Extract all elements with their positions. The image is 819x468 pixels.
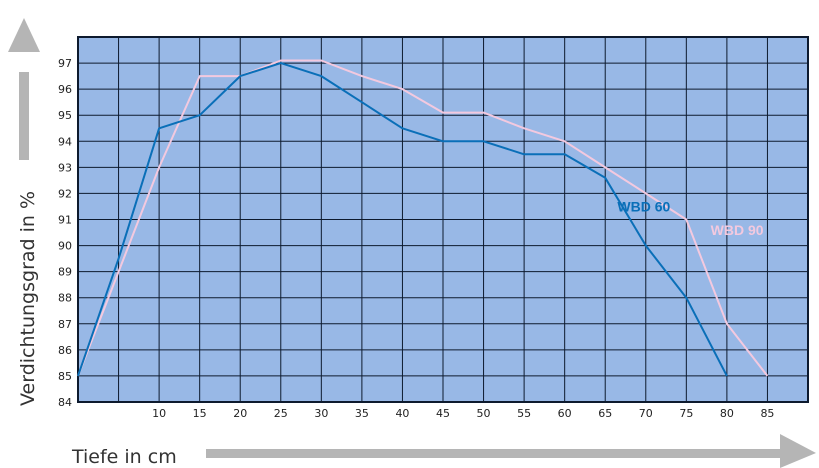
x-tick-label: 40 (395, 407, 409, 420)
x-axis-arrow-shaft (206, 449, 786, 458)
y-tick-labels: 84 85 86 87 88 89 90 91 92 93 94 95 96 97 (58, 57, 72, 409)
x-tick-label: 80 (720, 407, 734, 420)
y-tick-label: 92 (58, 187, 72, 200)
series-label-wbd-90: WBD 90 (711, 222, 764, 238)
x-tick-label: 10 (152, 407, 166, 420)
y-tick-label: 88 (58, 292, 72, 305)
x-axis-title: Tiefe in cm (71, 446, 177, 468)
x-tick-label: 50 (477, 407, 491, 420)
y-tick-label: 87 (58, 318, 72, 331)
x-tick-label: 15 (193, 407, 207, 420)
y-axis-arrow-head (8, 18, 40, 52)
x-tick-label: 70 (639, 407, 653, 420)
x-tick-label: 20 (233, 407, 247, 420)
y-tick-label: 91 (58, 214, 72, 227)
y-tick-label: 86 (58, 344, 72, 357)
series-layer (77, 59, 769, 377)
y-tick-label: 89 (58, 266, 72, 279)
series-line-wbd-60 (77, 62, 728, 377)
x-tick-label: 60 (558, 407, 572, 420)
y-tick-label: 94 (58, 135, 72, 148)
series-labels: WBD 60 WBD 90 (617, 199, 763, 238)
y-tick-label: 95 (58, 109, 72, 122)
y-axis-title: Verdichtungsgrad in % (17, 191, 39, 406)
x-tick-label: 65 (598, 407, 612, 420)
y-tick-label: 84 (58, 396, 72, 409)
plot-border (77, 36, 809, 403)
x-tick-label: 25 (274, 407, 288, 420)
x-tick-label: 35 (355, 407, 369, 420)
y-axis-arrow-shaft (19, 72, 29, 160)
y-tick-label: 93 (58, 161, 72, 174)
x-tick-label: 55 (517, 407, 531, 420)
x-tick-label: 30 (314, 407, 328, 420)
x-axis-arrow-head (780, 434, 816, 468)
x-tick-label: 85 (760, 407, 774, 420)
series-line-wbd-90 (77, 59, 769, 377)
series-label-wbd-60: WBD 60 (617, 199, 670, 215)
x-tick-label: 75 (679, 407, 693, 420)
y-tick-label: 85 (58, 370, 72, 383)
grid-lines (78, 37, 808, 402)
y-tick-label: 97 (58, 57, 72, 70)
y-tick-label: 90 (58, 240, 72, 253)
y-tick-label: 96 (58, 83, 72, 96)
x-tick-labels: 10 15 20 25 30 35 40 45 50 55 60 65 70 75 80 85 (152, 407, 774, 420)
x-tick-label: 45 (436, 407, 450, 420)
